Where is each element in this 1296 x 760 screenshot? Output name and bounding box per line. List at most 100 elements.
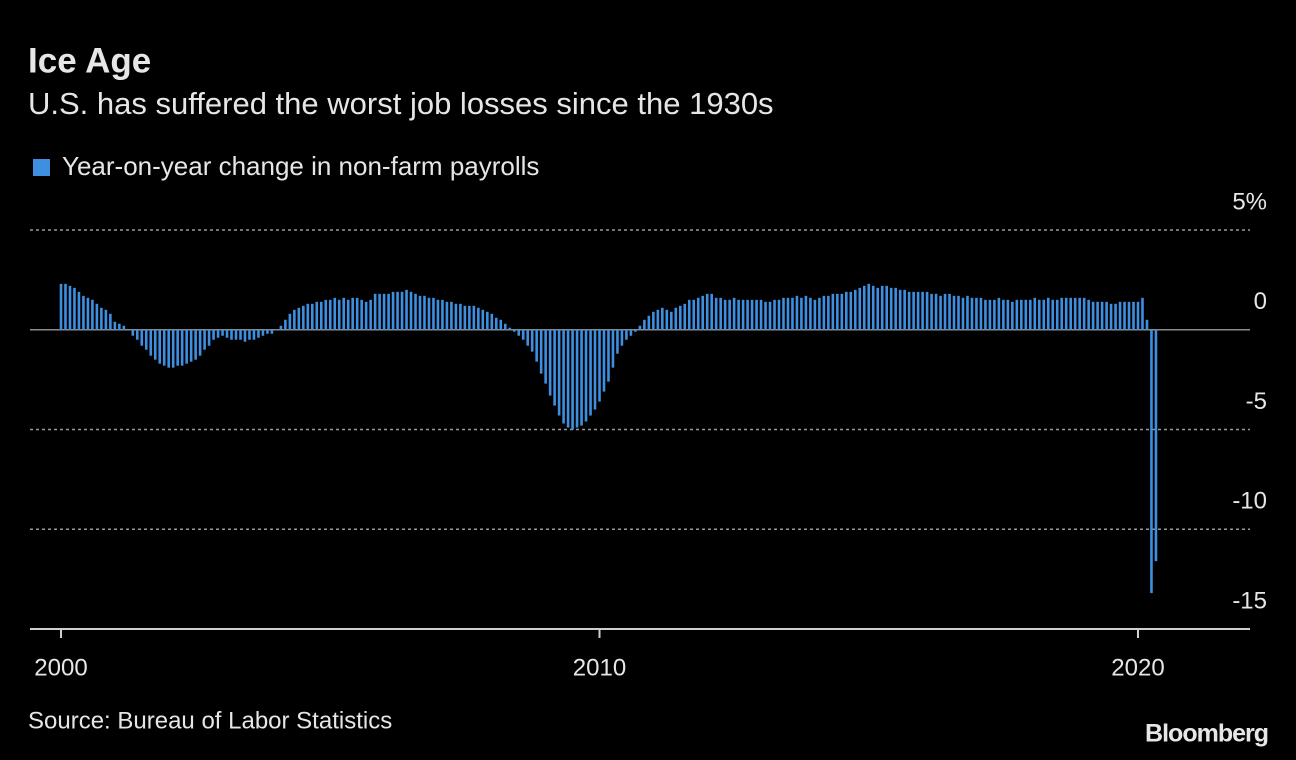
bar [970,297,974,330]
bar [1132,301,1135,330]
bar [1002,299,1005,330]
bar [194,329,197,360]
bar [311,303,314,330]
bar [477,307,480,330]
bar [1069,297,1072,330]
bar [490,313,494,330]
bar [943,293,947,330]
bar [284,319,287,330]
legend-swatch [33,159,50,176]
bar [221,329,224,336]
bar [230,329,233,340]
bar [1082,297,1086,330]
bar [692,299,696,330]
bar [894,287,897,330]
bar [1136,301,1140,330]
bar [86,297,90,330]
bar [59,283,63,330]
bar [831,293,835,330]
bar [701,295,705,330]
bar [261,329,265,336]
x-tick-label: 2020 [1111,654,1164,681]
bar [849,291,853,330]
bar [800,297,803,330]
bar [1091,301,1095,330]
bar [288,313,292,330]
bar [1055,299,1059,330]
bar [234,329,238,340]
bar [140,329,144,346]
bar [984,299,987,330]
bar [741,299,745,330]
bar [512,329,516,332]
bar [1046,297,1050,330]
bar [521,329,525,340]
bar [889,287,893,330]
bar [1087,299,1090,330]
chart-subtitle: U.S. has suffered the worst job losses s… [28,86,774,121]
bar [508,327,512,330]
bar [773,299,776,330]
bar [768,301,772,330]
bar [934,293,938,330]
x-tick-label: 2010 [573,654,626,681]
bar [840,293,844,330]
bar [1064,297,1068,330]
bar [328,299,332,330]
bar [997,297,1001,330]
bar [494,317,498,330]
bar [853,289,857,330]
bar [82,295,85,330]
bar [176,329,179,366]
bar [1020,299,1023,330]
bar [315,301,319,330]
bar [710,293,713,330]
bar [827,295,830,330]
bar [988,299,992,330]
bar [418,295,422,330]
y-tick-label: -10 [1232,488,1267,515]
bar [966,295,969,330]
bar [975,297,978,330]
bar [822,295,826,330]
bar [454,303,458,330]
bar [118,323,121,330]
bar [611,329,615,368]
bar [1024,299,1028,330]
bar [777,299,781,330]
bar [1114,303,1117,330]
bar [948,293,951,330]
bar [925,291,929,330]
bar [961,297,965,330]
bar [714,297,718,330]
bar [252,329,256,340]
bar [1033,297,1037,330]
bar [216,329,220,338]
bar [387,293,390,330]
bar [571,329,574,430]
bar [575,329,579,428]
bar [912,291,915,330]
bar [930,293,933,330]
bar [836,293,839,330]
bar [845,291,848,330]
bar [539,329,543,374]
bar [342,297,346,330]
bar [337,299,341,330]
bar [441,299,444,330]
bar [616,329,619,354]
bar [602,329,606,392]
bar [432,297,435,330]
bar [607,329,610,382]
bar [674,307,678,330]
bar [212,329,215,340]
bar [373,293,377,330]
bar [939,295,942,330]
bar [158,329,162,364]
bar [472,305,476,330]
bar [351,297,354,330]
bar [719,297,722,330]
bar [670,311,673,330]
bar [809,297,812,330]
